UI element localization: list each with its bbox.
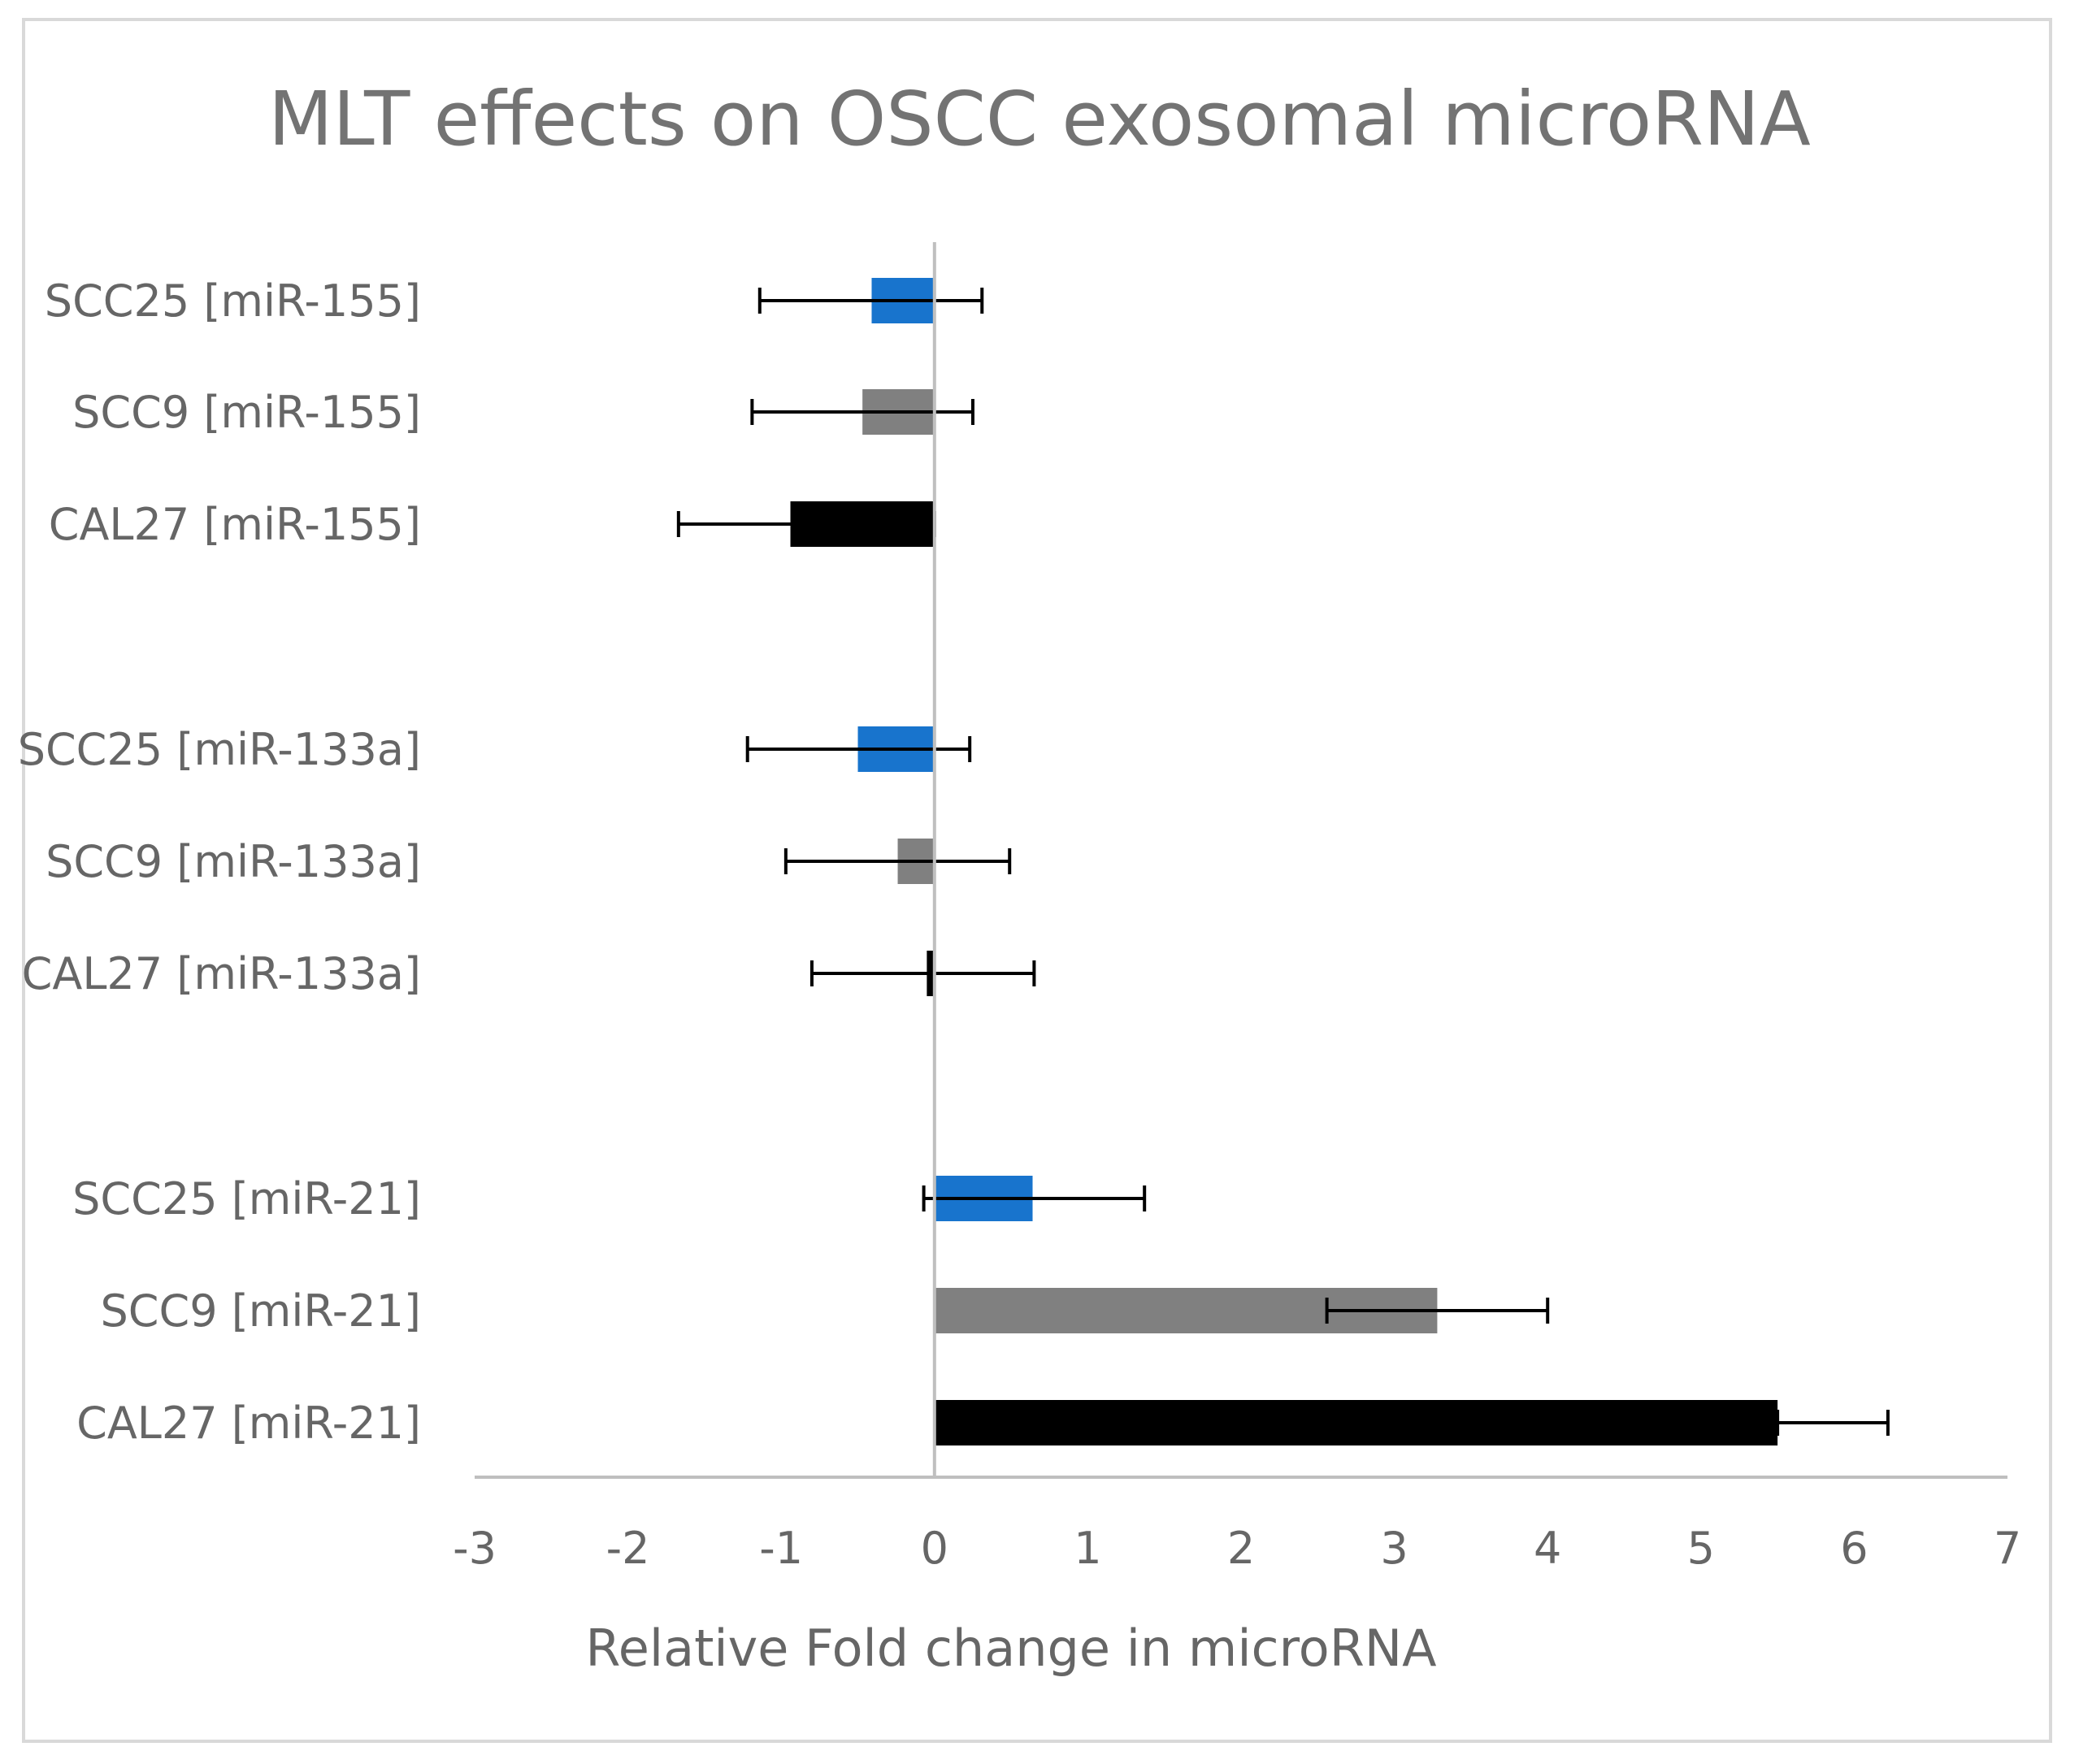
x-tick-label: -1: [759, 1523, 803, 1574]
x-tick-label: 1: [1074, 1523, 1101, 1574]
category-label: CAL27 [miR-155]: [49, 499, 421, 550]
chart-title: MLT effects on OSCC exosomal microRNA: [268, 76, 1811, 163]
x-tick-label: 5: [1687, 1523, 1715, 1574]
error-bar-cal27-mir-133a: [809, 960, 1036, 986]
error-bar-scc25-mir-133a: [745, 736, 972, 762]
x-tick-label: -3: [453, 1523, 497, 1574]
x-tick-label: 7: [1994, 1523, 2021, 1574]
x-tick-label: -2: [606, 1523, 650, 1574]
x-tick-label: 6: [1840, 1523, 1868, 1574]
category-label: SCC9 [miR-133a]: [46, 836, 421, 887]
x-tick-label: 4: [1534, 1523, 1561, 1574]
error-bar-cal27-mir-21: [1776, 1410, 1890, 1436]
category-label: SCC9 [miR-21]: [101, 1285, 421, 1337]
category-label: SCC25 [miR-155]: [45, 275, 421, 327]
chart-frame: [22, 18, 2052, 1743]
axis-layer: [475, 242, 2007, 1479]
error-bar-scc9-mir-21: [1325, 1298, 1550, 1324]
x-axis-label: Relative Fold change in microRNA: [585, 1619, 1436, 1678]
error-bar-scc25-mir-155: [757, 288, 984, 314]
error-bar-scc25-mir-21: [922, 1185, 1147, 1211]
x-tick-label: 0: [921, 1523, 948, 1574]
bar-cal27-mir-21: [934, 1400, 1778, 1445]
error-bars-layer: [676, 288, 1890, 1436]
error-bar-scc9-mir-133a: [783, 848, 1012, 874]
category-label: SCC25 [miR-133a]: [18, 724, 421, 775]
x-tick-label: 3: [1380, 1523, 1408, 1574]
category-label: CAL27 [miR-133a]: [22, 948, 421, 999]
category-label: SCC25 [miR-21]: [72, 1173, 421, 1224]
category-labels-layer: SCC25 [miR-155] SCC9 [miR-155] CAL27 [miR-…: [18, 275, 421, 1449]
x-tick-label: 2: [1227, 1523, 1255, 1574]
x-tick-labels-layer: -3 -2 -1 0 1 2 3 4 5 6 7: [453, 1523, 2021, 1574]
category-label: SCC9 [miR-155]: [72, 387, 421, 438]
category-label: CAL27 [miR-21]: [76, 1398, 421, 1449]
